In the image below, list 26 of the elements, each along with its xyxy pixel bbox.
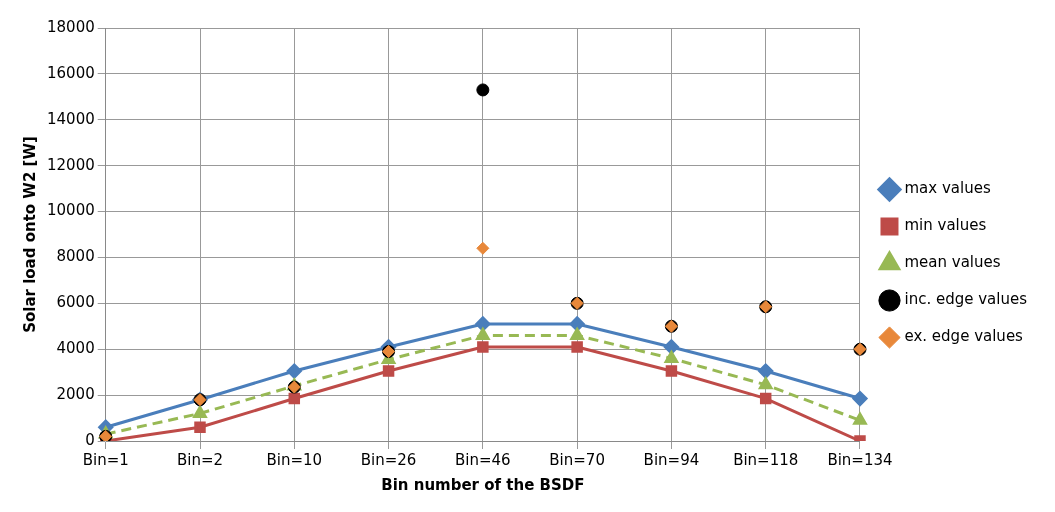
legend-label: mean values — [904, 253, 1001, 272]
x-tick-label: Bin=134 — [827, 450, 893, 469]
y-axis-title: Solar load onto W2 [W] — [20, 136, 39, 333]
x-tick-label: Bin=1 — [82, 450, 129, 469]
y-tick-label: 2000 — [56, 385, 95, 403]
legend-label: ex. edge values — [904, 327, 1024, 346]
x-tick-label: Bin=26 — [360, 450, 417, 469]
y-tick-label: 16000 — [47, 63, 95, 82]
y-tick-label: 18000 — [47, 17, 95, 36]
x-tick-label: Bin=94 — [643, 450, 700, 469]
y-tick-label: 8000 — [56, 247, 95, 266]
x-tick-label: Bin=118 — [733, 450, 799, 469]
legend-label: max values — [904, 179, 991, 198]
x-axis-title: Bin number of the BSDF — [381, 475, 585, 494]
y-tick-label: 4000 — [56, 339, 95, 358]
y-tick-label: 14000 — [47, 109, 95, 128]
y-tick-label: 10000 — [47, 201, 95, 220]
x-tick-label: Bin=46 — [455, 450, 511, 469]
legend-label: inc. edge values — [904, 290, 1028, 309]
x-tick-label: Bin=2 — [176, 450, 224, 469]
x-tick-label: Bin=70 — [549, 450, 605, 469]
legend-label: min values — [904, 216, 987, 235]
x-tick-label: Bin=10 — [266, 450, 323, 469]
y-tick-label: 12000 — [47, 155, 95, 174]
y-tick-label: 0 — [85, 430, 95, 449]
y-tick-label: 6000 — [56, 293, 95, 312]
